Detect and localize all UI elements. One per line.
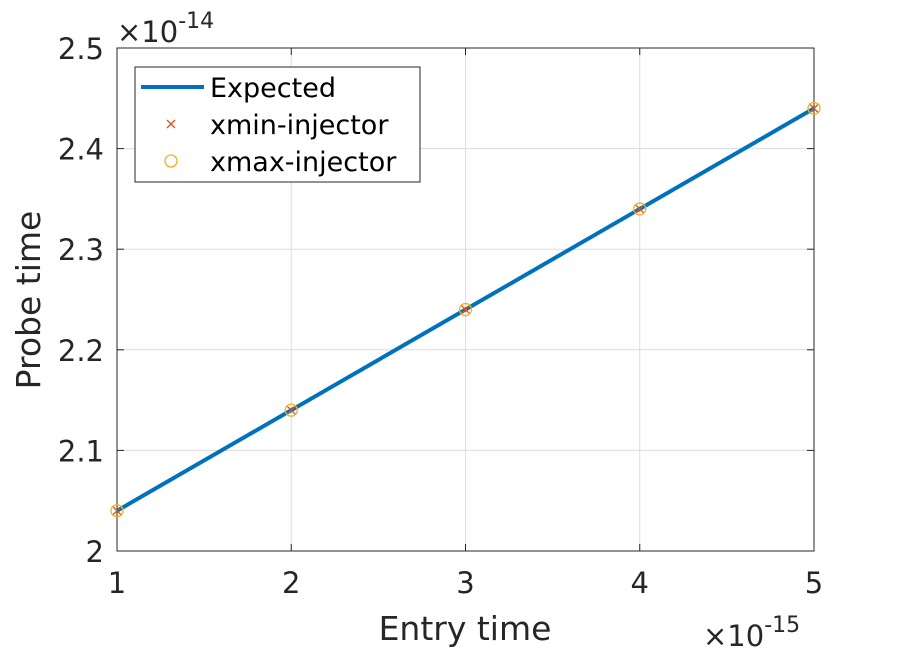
ticks: 1 2 3 4 522.12.22.32.42.5 bbox=[58, 32, 823, 600]
x-exponent-label: ×10-15 bbox=[703, 613, 800, 653]
data-point-xmax-injector bbox=[633, 202, 647, 216]
legend-swatch-xmax-injector bbox=[164, 154, 178, 168]
legend-label-xmax-injector: xmax-injector bbox=[210, 147, 397, 178]
y-tick-label: 2 bbox=[86, 535, 104, 569]
x-tick-label: 3 bbox=[456, 566, 474, 600]
y-tick-label: 2.4 bbox=[58, 133, 104, 167]
data-point-xmin-injector bbox=[635, 204, 645, 214]
legend-swatch-xmin-injector bbox=[166, 119, 176, 129]
x-tick-label: 2 bbox=[282, 566, 300, 600]
y-tick-label: 2.5 bbox=[58, 32, 104, 66]
y-tick-label: 2.3 bbox=[58, 233, 104, 267]
x-tick-label: 4 bbox=[631, 566, 649, 600]
y-axis-label: Probe time bbox=[9, 211, 48, 390]
marker-stroke bbox=[286, 405, 296, 415]
series bbox=[110, 101, 821, 518]
legend-label-expected: Expected bbox=[210, 73, 336, 104]
marker-stroke bbox=[461, 305, 470, 315]
x-tick-label: 5 bbox=[805, 566, 823, 600]
legend-label-xmin-injector: xmin-injector bbox=[210, 110, 389, 141]
x-tick-label: 1 bbox=[108, 566, 126, 600]
data-point-xmin-injector bbox=[461, 305, 470, 315]
data-point-xmax-injector bbox=[807, 101, 821, 116]
data-point-xmin-injector bbox=[112, 506, 122, 516]
legend: Expected xmin-injector xmax-injector bbox=[134, 66, 421, 183]
y-tick-label: 2.2 bbox=[58, 334, 104, 368]
x-axis-label: Entry time bbox=[379, 609, 552, 648]
data-point-xmin-injector bbox=[809, 103, 819, 113]
data-point-xmin-injector bbox=[286, 405, 296, 415]
data-point-xmax-injector bbox=[284, 403, 298, 417]
marker-stroke bbox=[112, 506, 122, 516]
y-exponent-label: ×10-14 bbox=[117, 9, 214, 49]
y-tick-label: 2.1 bbox=[58, 434, 104, 468]
data-point-xmax-injector bbox=[110, 504, 124, 518]
data-point-xmax-injector bbox=[458, 302, 473, 317]
marker-stroke bbox=[635, 204, 645, 214]
marker-stroke bbox=[809, 103, 819, 113]
